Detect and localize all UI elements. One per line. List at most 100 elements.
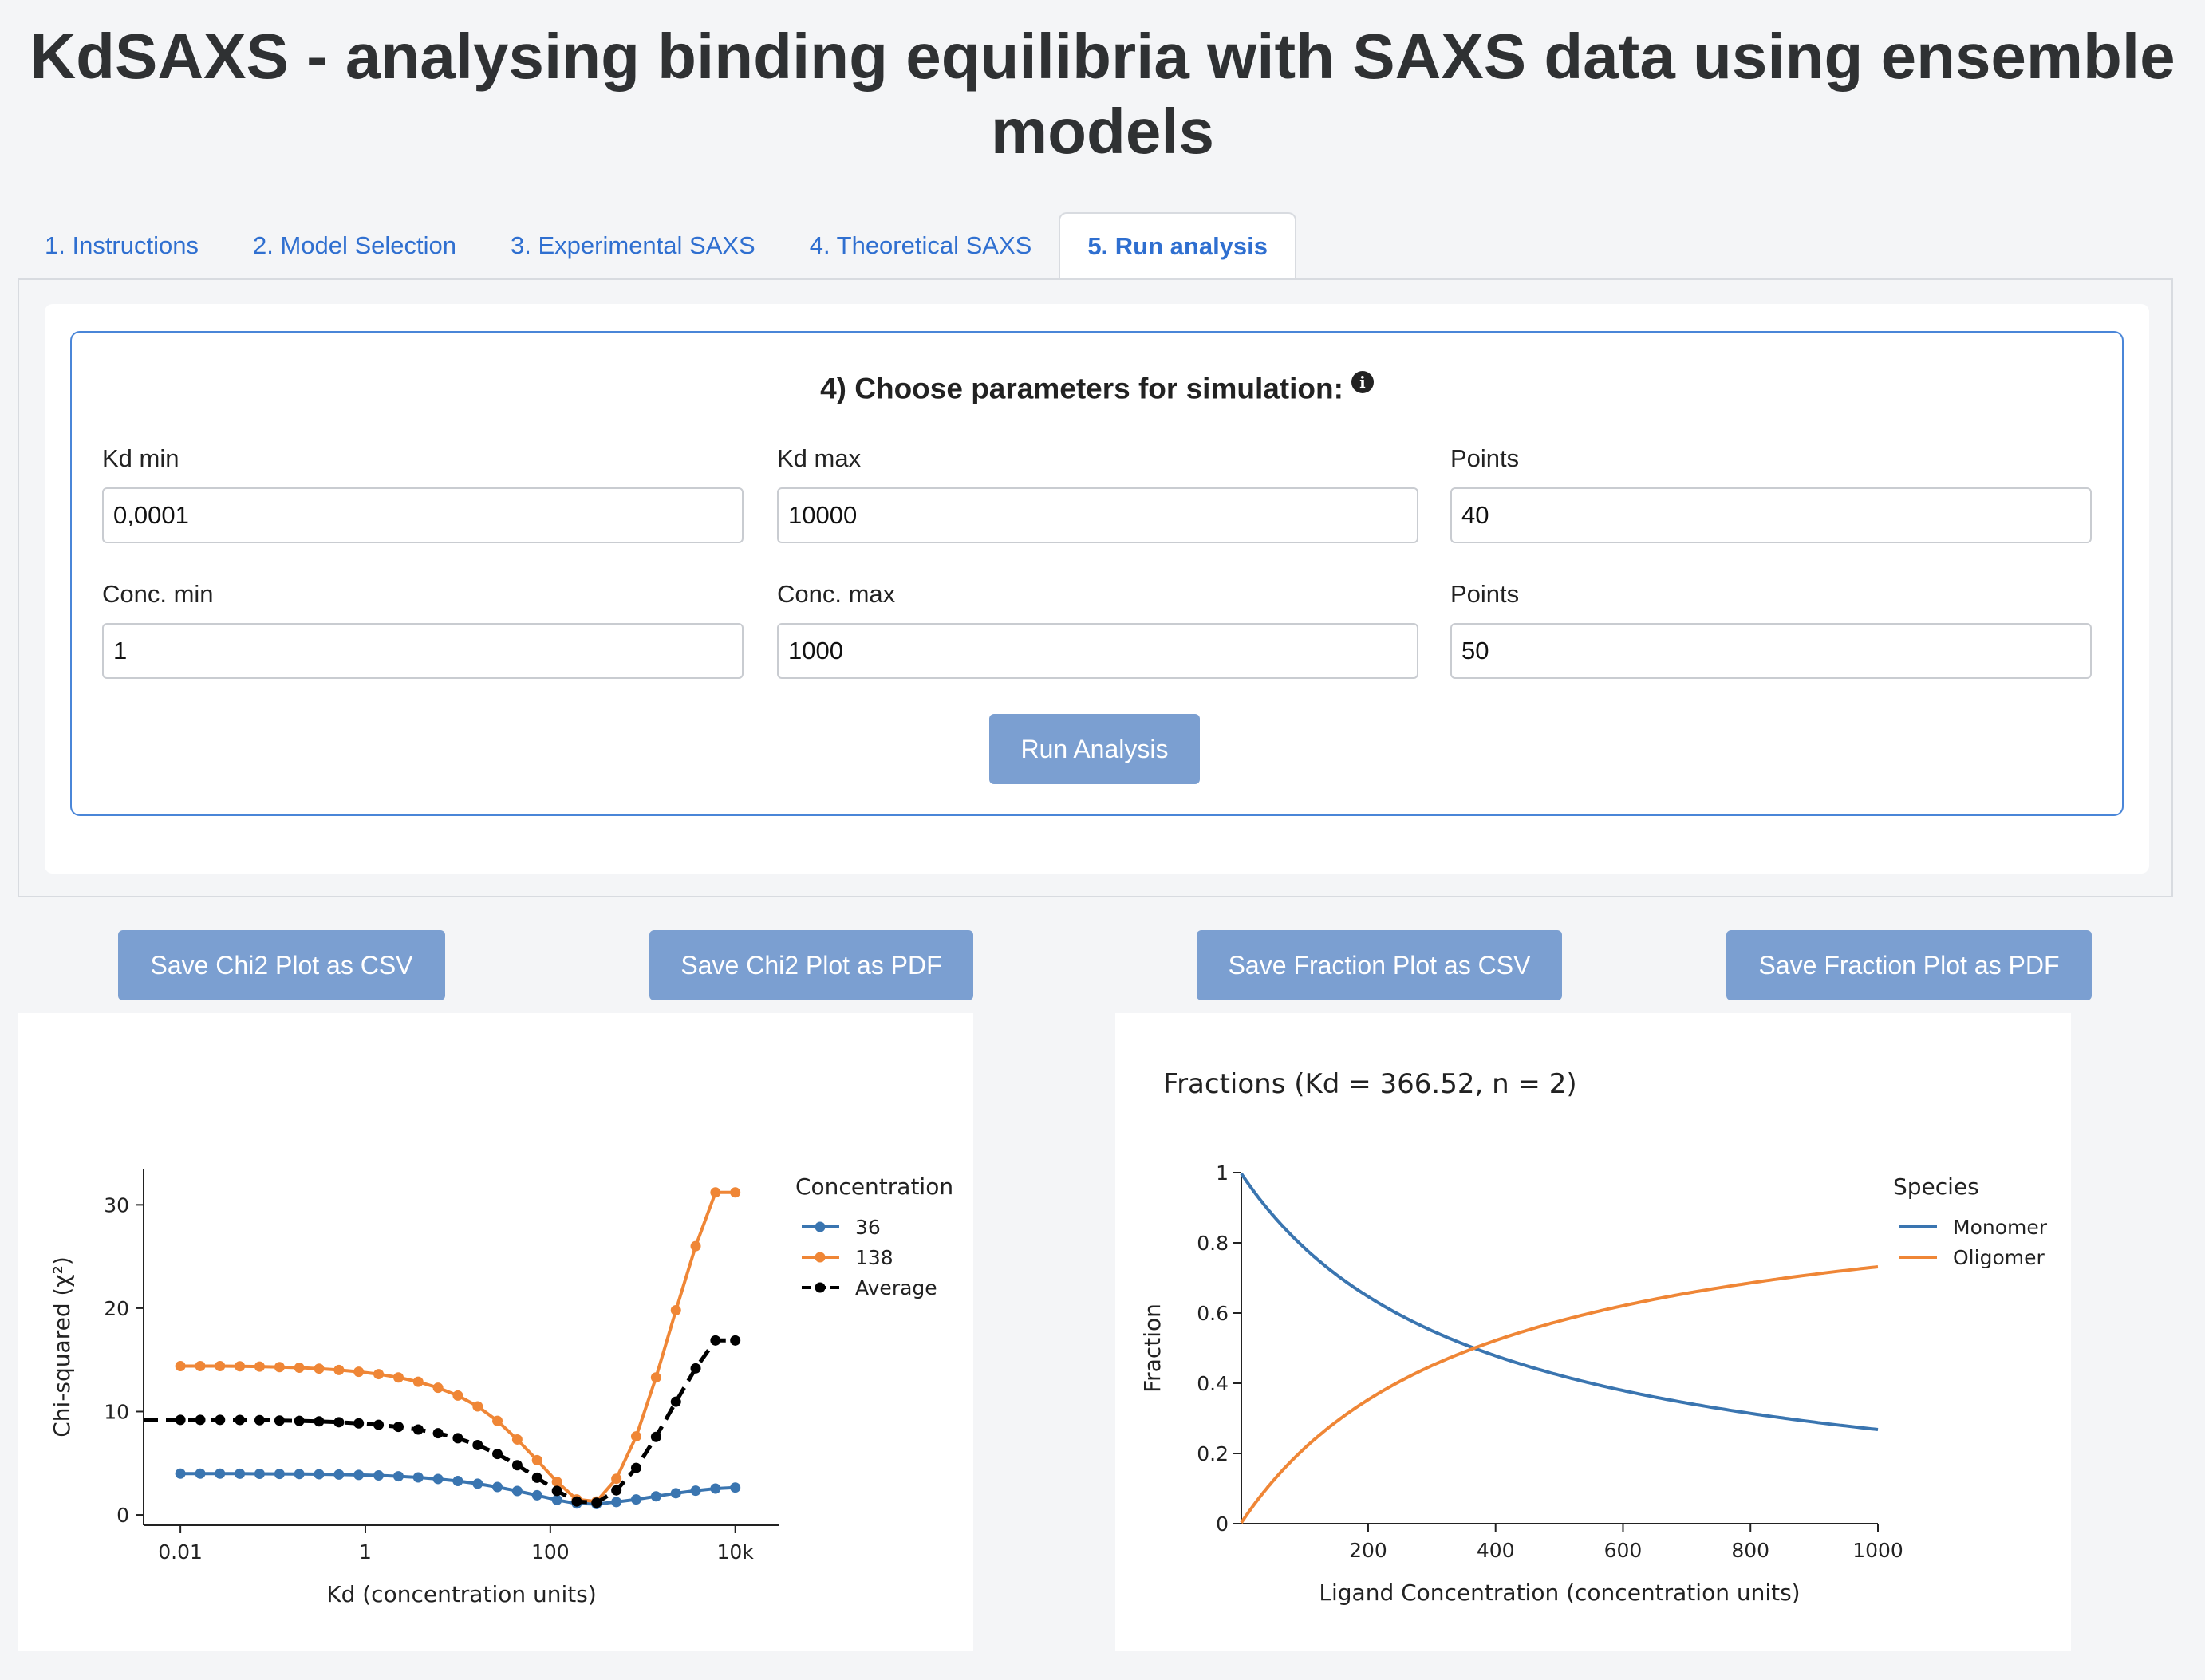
conc-max-label: Conc. max [777, 580, 896, 608]
legend-entry: 138 [855, 1246, 893, 1269]
kd-max-field: Kd max [777, 444, 1418, 543]
kd-points-field: Points [1450, 444, 2092, 543]
legend-swatch-marker [815, 1282, 826, 1293]
data-point-36 [611, 1497, 622, 1508]
tab-bar: 1. Instructions 2. Model Selection 3. Ex… [18, 212, 1297, 279]
data-point-36 [492, 1481, 503, 1493]
data-point-36 [254, 1468, 265, 1479]
data-point-average [294, 1415, 305, 1426]
run-analysis-button[interactable]: Run Analysis [989, 714, 1200, 784]
data-point-36 [511, 1485, 523, 1497]
data-point-138 [611, 1473, 622, 1485]
save-chi2-csv-button[interactable]: Save Chi2 Plot as CSV [118, 930, 445, 1000]
data-point-36 [452, 1476, 463, 1487]
kd-max-input[interactable] [777, 487, 1418, 543]
data-point-average [392, 1422, 404, 1433]
data-point-average [314, 1416, 325, 1427]
data-point-138 [432, 1382, 444, 1394]
kd-min-input[interactable] [102, 487, 744, 543]
legend-entry: Monomer [1953, 1216, 2048, 1239]
data-point-36 [235, 1468, 246, 1479]
x-tick-label: 0.01 [158, 1540, 203, 1564]
data-point-average [235, 1414, 246, 1426]
y-tick-label: 30 [104, 1193, 129, 1217]
conc-points-input[interactable] [1450, 623, 2092, 679]
info-icon[interactable]: i [1351, 371, 1374, 393]
data-point-138 [215, 1360, 226, 1371]
y-axis-title: Fraction [1139, 1303, 1166, 1393]
legend-entry: Oligomer [1953, 1246, 2045, 1269]
x-tick-label: 10k [717, 1540, 755, 1564]
y-axis-title: Chi-squared (χ²) [49, 1256, 75, 1437]
tab-model-selection[interactable]: 2. Model Selection [252, 231, 457, 259]
data-point-36 [531, 1489, 542, 1501]
kd-min-field: Kd min [102, 444, 744, 543]
data-point-36 [314, 1469, 325, 1480]
data-point-average [492, 1449, 503, 1460]
x-tick-label: 600 [1604, 1539, 1643, 1562]
legend-entry: 36 [855, 1216, 881, 1239]
y-tick-label: 0.6 [1197, 1302, 1229, 1325]
data-point-138 [511, 1434, 523, 1445]
y-tick-label: 1 [1216, 1161, 1229, 1185]
tab-theoretical-saxs[interactable]: 4. Theoretical SAXS [809, 231, 1032, 259]
conc-max-field: Conc. max [777, 580, 1418, 679]
y-tick-label: 20 [104, 1297, 129, 1320]
x-tick-label: 200 [1349, 1539, 1387, 1562]
kd-points-input[interactable] [1450, 487, 2092, 543]
run-analysis-panel: 4) Choose parameters for simulation: i Kd… [18, 278, 2173, 897]
x-tick-label: 100 [531, 1540, 570, 1564]
chi2-series-group [144, 1187, 741, 1509]
data-point-average [551, 1485, 562, 1497]
data-point-36 [730, 1482, 741, 1493]
chi2-plot[interactable]: 0.01 1 100 10k 0 10 20 30 Kd (concentration unit… [18, 1013, 973, 1651]
conc-min-input[interactable] [102, 623, 744, 679]
data-point-average [412, 1424, 424, 1435]
data-point-average [630, 1462, 641, 1473]
conc-min-label: Conc. min [102, 580, 214, 608]
data-point-138 [472, 1401, 483, 1412]
y-tick-label: 0.4 [1197, 1372, 1229, 1395]
data-point-average [591, 1497, 602, 1508]
x-tick-label: 800 [1731, 1539, 1769, 1562]
tab-instructions[interactable]: 1. Instructions [45, 231, 199, 259]
save-fraction-pdf-button[interactable]: Save Fraction Plot as PDF [1726, 930, 2092, 1000]
tab-experimental-saxs[interactable]: 3. Experimental SAXS [511, 231, 755, 259]
fraction-plot[interactable]: Fractions (Kd = 366.52, n = 2) 200 400 600 8… [1115, 1013, 2071, 1651]
data-point-138 [274, 1362, 285, 1373]
data-point-138 [690, 1240, 701, 1252]
data-point-average [472, 1439, 483, 1450]
data-point-36 [274, 1469, 285, 1480]
conc-max-input[interactable] [777, 623, 1418, 679]
parameters-heading-text: 4) Choose parameters for simulation: [820, 372, 1343, 405]
page-title: KdSAXS - analysing binding equilibria wi… [30, 21, 2175, 167]
data-point-average [215, 1414, 226, 1426]
data-point-average [333, 1417, 345, 1428]
x-axis-title: Ligand Concentration (concentration unit… [1319, 1579, 1800, 1606]
data-point-138 [551, 1477, 562, 1488]
data-point-36 [670, 1488, 681, 1499]
data-point-138 [333, 1364, 345, 1375]
tab-run-analysis[interactable]: 5. Run analysis [1059, 212, 1297, 279]
data-point-138 [531, 1454, 542, 1465]
data-point-36 [412, 1472, 424, 1483]
data-point-36 [551, 1494, 562, 1505]
kd-max-label: Kd max [777, 444, 862, 472]
data-point-average [611, 1485, 622, 1496]
data-point-138 [175, 1360, 186, 1371]
kd-min-label: Kd min [102, 444, 179, 472]
conc-points-field: Points [1450, 580, 2092, 679]
y-tick-label: 0 [116, 1504, 129, 1527]
save-chi2-pdf-button[interactable]: Save Chi2 Plot as PDF [649, 930, 973, 1000]
legend-swatch-marker [815, 1221, 826, 1232]
data-point-average [730, 1335, 741, 1346]
data-point-138 [254, 1361, 265, 1372]
data-point-average [254, 1414, 265, 1426]
y-tick-label: 0 [1216, 1512, 1229, 1536]
data-point-average [452, 1433, 463, 1444]
data-point-138 [412, 1376, 424, 1387]
data-point-138 [492, 1415, 503, 1426]
x-tick-label: 1000 [1852, 1539, 1903, 1562]
save-fraction-csv-button[interactable]: Save Fraction Plot as CSV [1197, 930, 1562, 1000]
y-tick-label: 0.2 [1197, 1442, 1229, 1465]
